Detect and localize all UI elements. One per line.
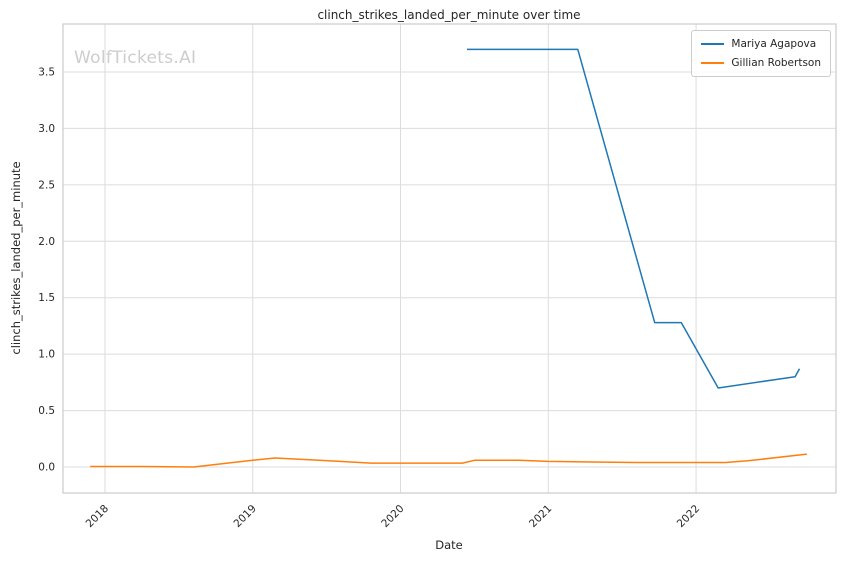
y-axis-label: clinch_strikes_landed_per_minute: [9, 161, 23, 355]
legend-label-mariya-agapova: Mariya Agapova: [731, 38, 817, 50]
x-tick-label: 2018: [84, 503, 111, 530]
x-tick-label: 2019: [231, 503, 258, 530]
legend-item-mariya-agapova: Mariya Agapova: [701, 38, 821, 50]
legend-item-gillian-robertson: Gillian Robertson: [701, 57, 821, 69]
y-tick-label: 0.5: [38, 405, 55, 417]
legend-swatch-mariya-agapova: [701, 43, 725, 45]
x-axis-label: Date: [435, 538, 463, 552]
series-line-0: [467, 48, 801, 389]
y-tick-label: 3.0: [38, 123, 55, 135]
x-tick-label: 2021: [527, 503, 554, 530]
legend-label-gillian-robertson: Gillian Robertson: [731, 57, 821, 69]
chart-title: clinch_strikes_landed_per_minute over ti…: [317, 8, 581, 22]
series-line-1: [90, 453, 807, 468]
x-tick-label: 2022: [675, 503, 702, 530]
y-tick-label: 0.0: [38, 462, 55, 474]
watermark: WolfTickets.AI: [74, 48, 197, 68]
y-tick-label: 2.0: [38, 236, 55, 248]
y-tick-label: 1.5: [38, 292, 55, 304]
y-tick-label: 3.5: [38, 66, 55, 78]
y-tick-label: 2.5: [38, 179, 55, 191]
legend-swatch-gillian-robertson: [701, 62, 725, 64]
y-tick-label: 1.0: [38, 349, 55, 361]
legend: Mariya Agapova Gillian Robertson: [691, 30, 831, 77]
plot-border: [62, 23, 837, 494]
x-tick-label: 2020: [379, 503, 406, 530]
